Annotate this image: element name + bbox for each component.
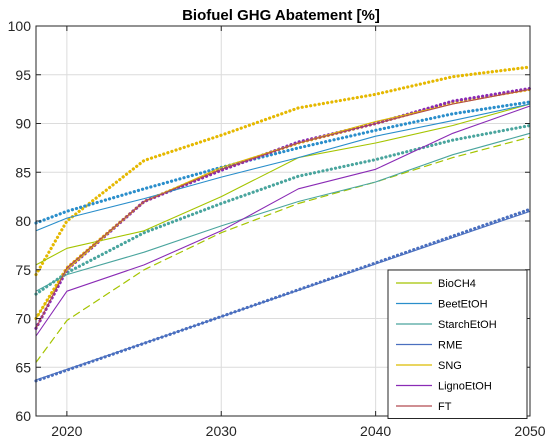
y-tick-label: 65 bbox=[15, 359, 31, 375]
overlay-line-0 bbox=[34, 65, 532, 277]
y-tick-label: 95 bbox=[15, 67, 31, 83]
y-tick-label: 100 bbox=[8, 18, 32, 34]
x-tick-label: 2050 bbox=[514, 423, 545, 439]
legend-label-ft: FT bbox=[438, 401, 452, 413]
y-tick-label: 60 bbox=[15, 408, 31, 424]
x-tick-label: 2020 bbox=[51, 423, 82, 439]
series-line-beetetoh bbox=[35, 103, 531, 232]
legend-label-beetetoh: BeetEtOH bbox=[438, 299, 488, 311]
chart-title: Biofuel GHG Abatement [%] bbox=[182, 7, 380, 24]
y-tick-label: 70 bbox=[15, 311, 31, 327]
y-tick-label: 80 bbox=[15, 213, 31, 229]
overlay-line-3 bbox=[34, 123, 532, 296]
series-line-starchetoh bbox=[35, 132, 531, 292]
x-tick-label: 2030 bbox=[206, 423, 237, 439]
legend-label-starchetoh: StarchEtOH bbox=[438, 319, 497, 331]
plot-area: 2020 2030 2040 2050 60 65 70 75 80 85 90 95 100 BioCH… bbox=[8, 18, 546, 439]
y-tick-label: 85 bbox=[15, 164, 31, 180]
legend-label-bioch4: BioCH4 bbox=[438, 278, 476, 290]
series-line-bioch4 bbox=[35, 103, 531, 266]
legend-label-lignoetoh: LignoEtOH bbox=[438, 381, 492, 393]
y-tick-label: 90 bbox=[15, 116, 31, 132]
overlay-line-4 bbox=[35, 136, 531, 363]
legend-label-rme: RME bbox=[438, 340, 462, 352]
x-tick-label: 2040 bbox=[360, 423, 391, 439]
series-line-ft bbox=[35, 88, 531, 329]
series-line-rme bbox=[35, 210, 531, 381]
legend-label-sng: SNG bbox=[438, 360, 462, 372]
series-line-lignoetoh bbox=[35, 105, 531, 337]
y-tick-label: 75 bbox=[15, 262, 31, 278]
